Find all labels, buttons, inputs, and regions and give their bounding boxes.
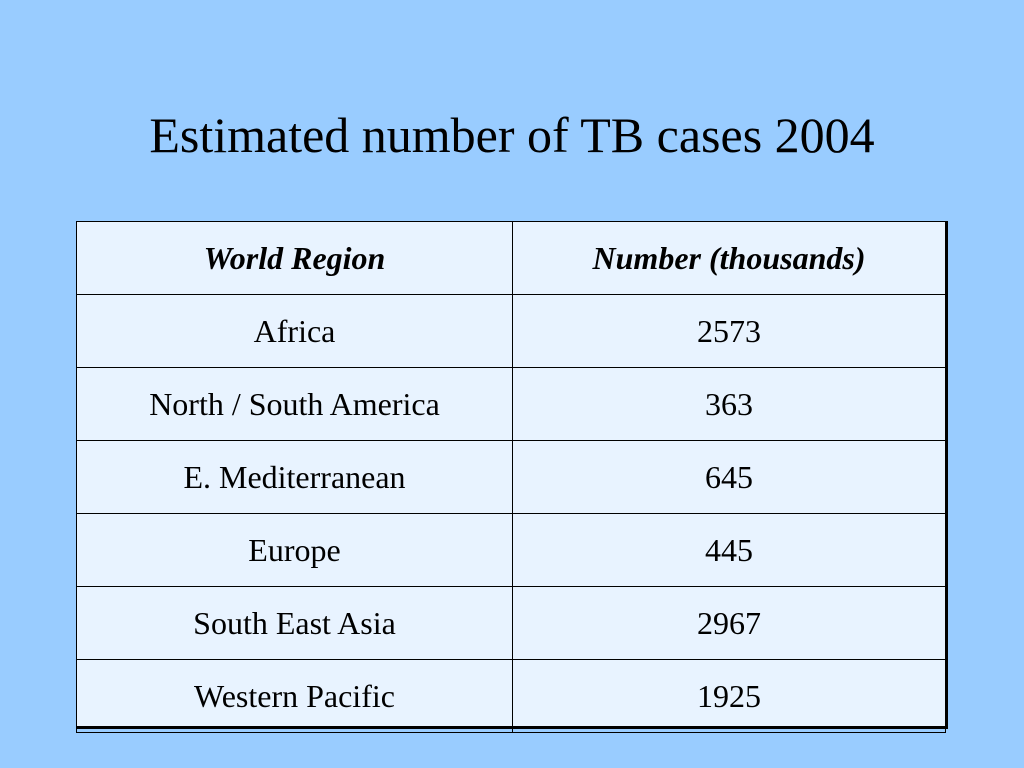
number-cell: 363 [512, 367, 946, 441]
number-cell: 445 [512, 513, 946, 587]
table-row: North / South America 363 [76, 367, 946, 441]
table-header-row: World Region Number (thousands) [76, 221, 946, 295]
table-row: Africa 2573 [76, 294, 946, 368]
header-world-region: World Region [76, 221, 513, 295]
slide-title: Estimated number of TB cases 2004 [149, 107, 875, 163]
number-cell: 645 [512, 440, 946, 514]
table-row: Europe 445 [76, 513, 946, 587]
region-cell: Africa [76, 294, 513, 368]
table-container: World Region Number (thousands) Africa 2… [76, 221, 948, 733]
region-cell: Europe [76, 513, 513, 587]
number-cell: 1925 [512, 659, 946, 733]
region-cell: North / South America [76, 367, 513, 441]
number-cell: 2967 [512, 586, 946, 660]
table-row: Western Pacific 1925 [76, 659, 946, 733]
table-row: South East Asia 2967 [76, 586, 946, 660]
region-cell: E. Mediterranean [76, 440, 513, 514]
header-number-thousands: Number (thousands) [512, 221, 946, 295]
table-row: E. Mediterranean 645 [76, 440, 946, 514]
tb-cases-table: World Region Number (thousands) Africa 2… [76, 221, 946, 733]
number-cell: 2573 [512, 294, 946, 368]
region-cell: South East Asia [76, 586, 513, 660]
region-cell: Western Pacific [76, 659, 513, 733]
